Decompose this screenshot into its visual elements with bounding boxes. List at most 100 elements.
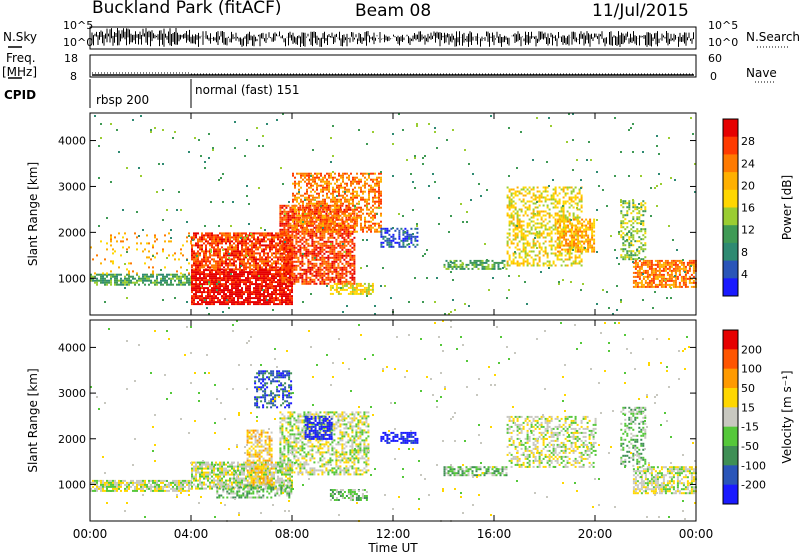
data-cell bbox=[231, 295, 233, 298]
data-cell bbox=[370, 210, 372, 213]
data-cell bbox=[524, 194, 527, 197]
data-cell bbox=[304, 196, 306, 199]
data-cell bbox=[311, 264, 314, 267]
data-cell bbox=[239, 242, 241, 245]
data-cell bbox=[307, 254, 310, 257]
data-cell bbox=[227, 268, 229, 271]
data-cell bbox=[384, 227, 387, 230]
data-cell bbox=[251, 277, 253, 280]
data-cell bbox=[213, 254, 215, 257]
data-cell bbox=[524, 252, 527, 255]
data-cell bbox=[516, 194, 519, 197]
data-cell bbox=[299, 224, 302, 227]
data-cell bbox=[311, 280, 314, 283]
data-cell bbox=[291, 287, 293, 290]
data-cell bbox=[311, 262, 314, 265]
data-cell bbox=[354, 178, 356, 181]
data-cell bbox=[245, 268, 247, 271]
data-cell bbox=[477, 263, 480, 266]
data-cell bbox=[337, 262, 340, 265]
data-cell bbox=[341, 248, 344, 251]
data-cell bbox=[331, 292, 334, 295]
data-cell bbox=[215, 252, 217, 255]
data-cell bbox=[257, 238, 259, 241]
data-cell bbox=[329, 266, 332, 269]
data-cell bbox=[355, 284, 358, 287]
data-cell bbox=[356, 196, 358, 199]
data-cell bbox=[342, 172, 344, 175]
data-cell bbox=[277, 279, 279, 282]
data-cell bbox=[345, 262, 348, 265]
data-cell bbox=[512, 192, 515, 195]
data-cell bbox=[225, 264, 227, 267]
data-cell bbox=[350, 182, 352, 185]
data-cell bbox=[574, 248, 577, 251]
data-cell bbox=[195, 297, 197, 300]
data-cell bbox=[550, 246, 553, 249]
data-cell bbox=[356, 172, 358, 175]
data-cell bbox=[372, 214, 374, 217]
data-cell bbox=[223, 275, 225, 278]
data-cell bbox=[300, 172, 302, 175]
data-cell bbox=[568, 206, 571, 209]
data-cell bbox=[536, 232, 539, 235]
data-cell bbox=[556, 222, 559, 225]
data-cell bbox=[352, 182, 354, 185]
data-cell bbox=[302, 194, 304, 197]
data-cell bbox=[332, 200, 334, 203]
data-cell bbox=[213, 260, 215, 263]
data-cell bbox=[349, 266, 352, 269]
data-cell bbox=[514, 224, 517, 227]
data-cell bbox=[267, 238, 269, 241]
data-cell bbox=[300, 200, 302, 203]
data-cell bbox=[538, 236, 541, 239]
data-cell bbox=[308, 222, 310, 225]
data-cell bbox=[562, 202, 565, 205]
data-cell bbox=[308, 172, 310, 175]
data-cell bbox=[261, 273, 263, 276]
data-cell bbox=[294, 206, 296, 209]
data-cell bbox=[197, 271, 199, 274]
data-cell bbox=[277, 285, 279, 288]
data-cell bbox=[483, 265, 486, 268]
data-cell bbox=[154, 234, 156, 237]
data-cell bbox=[110, 236, 112, 239]
data-cell bbox=[568, 212, 571, 215]
data-cell bbox=[172, 277, 174, 280]
data-cell bbox=[283, 228, 286, 231]
data-cell bbox=[364, 204, 366, 207]
data-cell bbox=[550, 244, 553, 247]
data-cell bbox=[520, 210, 523, 213]
data-cell bbox=[338, 174, 340, 177]
data-cell bbox=[564, 264, 567, 267]
data-cell bbox=[570, 242, 573, 245]
data-cell bbox=[538, 190, 541, 193]
data-cell bbox=[540, 234, 543, 237]
data-cell bbox=[138, 279, 140, 282]
data-cell bbox=[150, 275, 152, 278]
data-cell bbox=[241, 234, 243, 237]
data-cell bbox=[203, 277, 205, 280]
data-cell bbox=[106, 283, 108, 286]
data-cell bbox=[289, 256, 292, 259]
data-cell bbox=[296, 214, 298, 217]
data-cell bbox=[178, 277, 180, 280]
data-cell bbox=[368, 198, 370, 201]
data-cell bbox=[255, 266, 257, 269]
data-cell bbox=[333, 260, 336, 263]
data-cell bbox=[564, 186, 567, 189]
data-cell bbox=[279, 266, 282, 269]
data-cell bbox=[275, 271, 277, 274]
data-cell bbox=[297, 216, 300, 219]
data-cell bbox=[568, 254, 571, 257]
data-cell bbox=[251, 242, 253, 245]
data-cell bbox=[227, 234, 229, 237]
data-cell bbox=[343, 222, 346, 225]
data-cell bbox=[360, 172, 362, 175]
data-cell bbox=[331, 232, 334, 235]
data-cell bbox=[292, 200, 294, 203]
data-cell bbox=[310, 214, 312, 217]
data-cell bbox=[259, 266, 261, 269]
data-cell bbox=[104, 279, 106, 282]
data-cell bbox=[267, 289, 269, 292]
